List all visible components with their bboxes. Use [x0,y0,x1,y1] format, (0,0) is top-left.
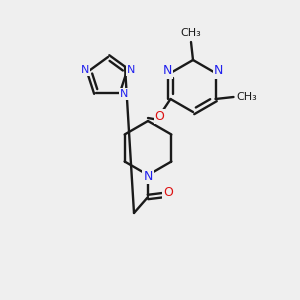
Text: N: N [81,65,89,75]
Text: O: O [154,110,164,122]
Text: CH₃: CH₃ [236,92,257,102]
Text: CH₃: CH₃ [181,28,201,38]
Text: N: N [143,169,153,182]
Text: N: N [120,89,128,99]
Text: N: N [163,64,172,77]
Text: N: N [214,64,223,77]
Text: N: N [127,65,135,75]
Text: O: O [163,187,173,200]
